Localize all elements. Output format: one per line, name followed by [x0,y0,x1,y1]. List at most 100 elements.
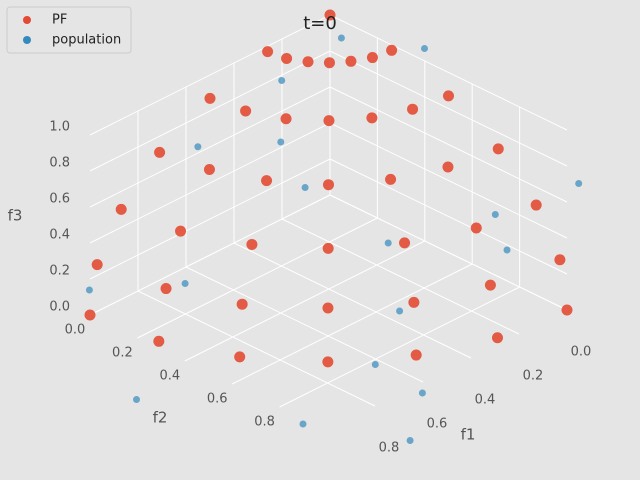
population-point [337,34,345,42]
legend: PF population [6,6,132,54]
x-tick-label: 0.0 [571,345,592,360]
pf-point [204,92,216,104]
population-point [278,77,286,84]
legend-box [6,6,132,54]
pf-point [530,199,542,211]
z-axis-label: f3 [8,207,23,225]
pf-point [561,304,573,316]
z-tick-label: 0.6 [49,192,70,207]
grid-line [231,263,473,385]
pf-point [323,115,335,127]
grid-line [89,122,331,244]
grid [89,14,568,408]
pf-point [399,237,411,249]
pf-point [492,143,504,155]
population-point [503,246,511,254]
pf-point [153,335,165,347]
pf-point [386,44,398,56]
pf-point [324,9,336,21]
grid-line [329,158,568,275]
pf-point [491,332,503,344]
grid-line [184,240,426,362]
population-point [133,396,140,403]
pf-point [261,175,273,187]
grid-line [329,14,568,131]
population-point [301,184,309,191]
y-tick-label: 0.0 [65,323,86,338]
grid-line [329,194,568,311]
pf-point [484,279,496,291]
grid-line [89,86,331,208]
pf-point [175,225,187,237]
grid-line [89,50,331,172]
population-point [371,361,379,368]
pf-point [234,351,246,363]
pf-point [115,203,127,215]
grid-line [137,217,378,339]
population-point [406,437,414,444]
pf-point [240,105,252,117]
population-point [491,211,499,218]
pf-point [322,302,334,314]
marks [84,9,583,444]
z-tick-label: 1.0 [49,120,70,135]
population-point [418,389,426,397]
pf-point [554,254,566,266]
grid-line [329,122,568,239]
pf-point [160,283,172,295]
y-tick-label: 0.8 [254,415,275,430]
pf-point [322,356,334,368]
x-axis-label: f1 [461,426,476,444]
legend-label: PF [52,13,67,28]
y-axis-label: f2 [153,409,168,427]
grid-line [281,218,520,335]
x-tick-label: 0.4 [475,393,496,408]
y-tick-label: 0.4 [159,369,180,384]
x-tick-label: 0.6 [427,417,448,432]
pf-point [470,222,482,234]
pf-point [322,242,334,254]
pf-point [91,259,103,271]
y-tick-label: 0.2 [112,346,133,361]
population-point [299,420,307,428]
chart-title: t=0 [303,13,337,34]
pf-point [407,103,419,115]
pf-point [366,112,378,124]
population-point [277,138,285,146]
pf-point [281,52,293,64]
pf-point [280,113,292,125]
population-point [396,307,404,315]
grid-line [279,286,520,408]
z-tick-label: 0.4 [49,228,70,243]
z-tick-label: 0.2 [49,264,70,279]
population-point [194,143,202,151]
pf-point [154,146,166,158]
z-tick-label: 0.8 [49,156,70,171]
pf-point [385,173,397,185]
population-point [421,45,428,52]
pf-point [323,57,335,69]
population-point [384,239,392,247]
pf-point [246,238,258,250]
pf-point [84,309,96,321]
x-tick-label: 0.8 [379,441,400,456]
grid-line [137,290,376,407]
pf-point [410,349,422,361]
population-point [181,280,189,287]
grid-line [329,86,568,203]
pf-point [443,90,454,102]
pf-point [345,55,357,67]
legend-marker [23,16,31,24]
pf-point [323,179,334,191]
grid-line [185,266,424,383]
grid-line [89,158,331,280]
legend-marker [23,36,31,44]
pf-point [442,161,454,173]
pf-point [262,46,274,58]
pf-point [203,164,215,175]
z-tick-label: 0.0 [49,300,70,315]
population-point [85,286,93,294]
population-point [575,180,583,187]
grid-line [89,194,331,316]
